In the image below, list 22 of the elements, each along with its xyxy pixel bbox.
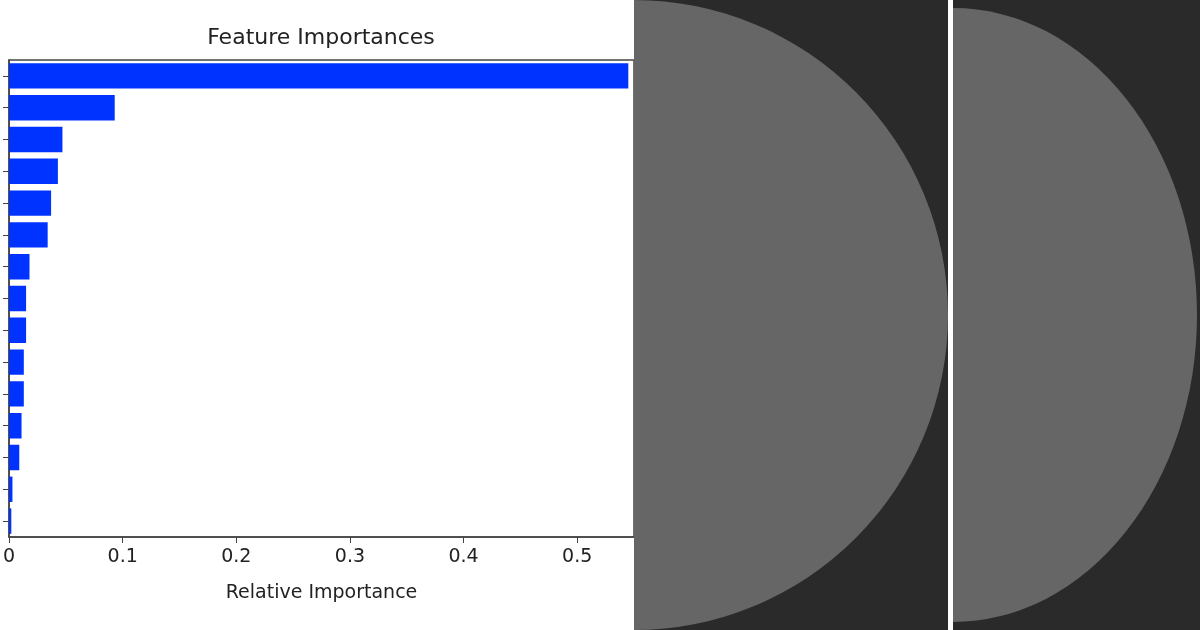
bar — [9, 222, 48, 248]
bar — [9, 444, 20, 471]
bar — [9, 317, 27, 344]
bar — [9, 508, 12, 534]
x-tick-label: 0.1 — [107, 543, 138, 566]
bar — [9, 94, 115, 121]
x-tick-label: 0.4 — [448, 543, 479, 566]
chart-title: Feature Importances — [207, 23, 435, 49]
bar — [9, 63, 629, 89]
x-tick-label: 0.3 — [334, 543, 366, 566]
bar — [9, 158, 58, 185]
bar — [9, 412, 22, 439]
bar — [9, 285, 27, 312]
x-tick-label: 0.2 — [221, 543, 252, 566]
bar — [9, 253, 30, 280]
x-tick-label: 0 — [3, 543, 16, 566]
x-axis-title: Relative Importance — [225, 579, 418, 602]
bar — [9, 126, 63, 153]
bar — [9, 190, 52, 216]
bar — [9, 381, 24, 407]
x-tick-label: 0.5 — [562, 543, 593, 566]
bar — [9, 349, 24, 375]
